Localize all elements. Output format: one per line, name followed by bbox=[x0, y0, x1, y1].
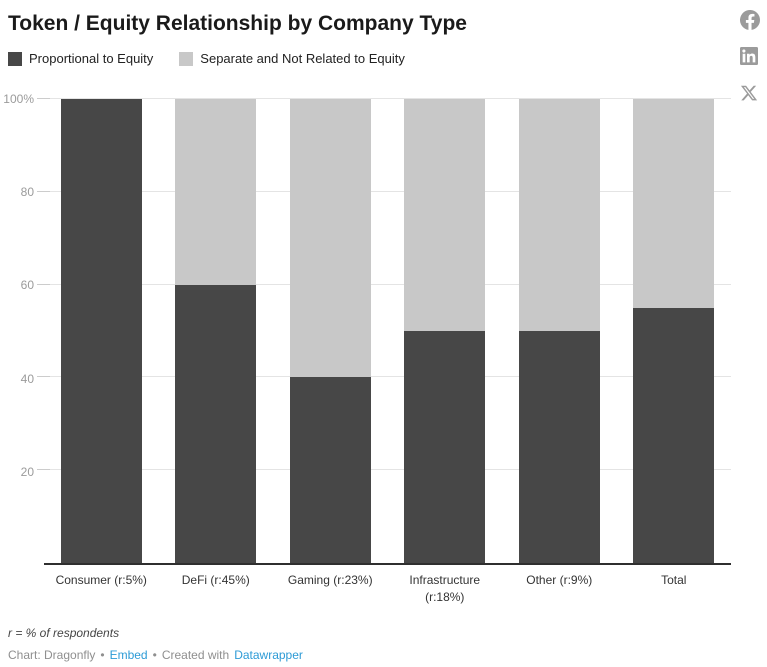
x-axis-label: DeFi (r:45%) bbox=[181, 573, 250, 587]
bar-total[interactable] bbox=[633, 99, 715, 563]
bar-segment-infrastructure[interactable] bbox=[404, 331, 486, 563]
gridline bbox=[44, 283, 731, 285]
chart-area: 20 40 60 80 100% bbox=[3, 92, 732, 565]
gridline bbox=[44, 376, 731, 378]
attribution-byline: Chart: Dragonfly • Embed • Created with … bbox=[8, 648, 303, 662]
bar-segment-consumer[interactable] bbox=[60, 99, 142, 563]
byline-separator: • bbox=[152, 648, 157, 662]
bar-other[interactable] bbox=[518, 99, 600, 563]
bar-segment-total[interactable] bbox=[633, 307, 715, 563]
x-axis-labels: Consumer (r:5%) DeFi (r:45%) Gaming (r:23%… bbox=[44, 572, 731, 606]
bar-slot bbox=[273, 99, 388, 563]
bar-segment-total[interactable] bbox=[633, 99, 715, 308]
x-share-icon[interactable] bbox=[740, 84, 760, 104]
x-axis-label: Total bbox=[661, 573, 687, 587]
bar-segment-other[interactable] bbox=[518, 331, 600, 563]
legend-label: Separate and Not Related to Equity bbox=[200, 51, 405, 66]
legend-swatch-dark bbox=[8, 51, 22, 66]
y-axis-tick bbox=[37, 469, 50, 471]
datawrapper-link[interactable]: Datawrapper bbox=[234, 648, 303, 662]
y-axis-label: 60 bbox=[20, 278, 34, 293]
y-axis-tick bbox=[37, 98, 50, 99]
bar-slot bbox=[502, 99, 617, 563]
y-axis-tick bbox=[37, 190, 50, 192]
y-axis-label: 20 bbox=[20, 464, 34, 479]
bar-segment-defi[interactable] bbox=[175, 99, 257, 285]
x-axis-label: Gaming (r:23%) bbox=[287, 573, 373, 587]
y-axis-label: 80 bbox=[20, 185, 34, 200]
byline-separator: • bbox=[100, 648, 105, 662]
byline-created-with: Created with bbox=[161, 648, 230, 662]
bar-segment-gaming[interactable] bbox=[289, 377, 371, 563]
legend-label: Proportional to Equity bbox=[29, 51, 154, 66]
legend-item-proportional: Proportional to Equity bbox=[8, 51, 153, 66]
y-axis-label: 40 bbox=[20, 371, 34, 386]
bar-slot bbox=[159, 99, 274, 563]
x-axis-label: Other (r:9%) bbox=[526, 573, 593, 587]
embed-link[interactable]: Embed bbox=[109, 648, 148, 662]
y-axis-label: 100% bbox=[3, 92, 34, 106]
gridline bbox=[44, 469, 731, 471]
y-axis-tick bbox=[37, 283, 50, 285]
legend: Proportional to Equity Separate and Not … bbox=[8, 51, 759, 66]
plot-area bbox=[37, 98, 732, 565]
bar-segment-infrastructure[interactable] bbox=[404, 99, 486, 331]
bar-segment-defi[interactable] bbox=[175, 284, 257, 563]
page-title: Token / Equity Relationship by Company T… bbox=[8, 12, 467, 35]
bar-defi[interactable] bbox=[175, 99, 257, 563]
bar-slot bbox=[44, 99, 159, 563]
bar-gaming[interactable] bbox=[289, 99, 371, 563]
bar-segment-gaming[interactable] bbox=[289, 99, 371, 378]
x-axis-label: Infrastructure (r:18%) bbox=[409, 573, 481, 604]
byline-prefix: Chart: Dragonfly bbox=[8, 648, 96, 662]
y-axis: 20 40 60 80 100% bbox=[3, 92, 44, 565]
y-axis-tick bbox=[37, 376, 50, 378]
bar-infrastructure[interactable] bbox=[404, 99, 486, 563]
linkedin-share-icon[interactable] bbox=[740, 47, 760, 67]
legend-item-separate: Separate and Not Related to Equity bbox=[179, 51, 405, 66]
legend-swatch-light bbox=[179, 51, 194, 66]
gridline bbox=[44, 98, 731, 99]
gridline bbox=[44, 190, 731, 192]
bar-consumer[interactable] bbox=[60, 99, 142, 563]
footnote: r = % of respondents bbox=[8, 626, 120, 640]
facebook-share-icon[interactable] bbox=[740, 10, 760, 30]
bar-segment-other[interactable] bbox=[518, 99, 600, 331]
bar-slot bbox=[617, 99, 732, 563]
bar-slot bbox=[388, 99, 503, 563]
share-toolbar bbox=[740, 10, 760, 104]
x-axis-label: Consumer (r:5%) bbox=[55, 573, 147, 587]
